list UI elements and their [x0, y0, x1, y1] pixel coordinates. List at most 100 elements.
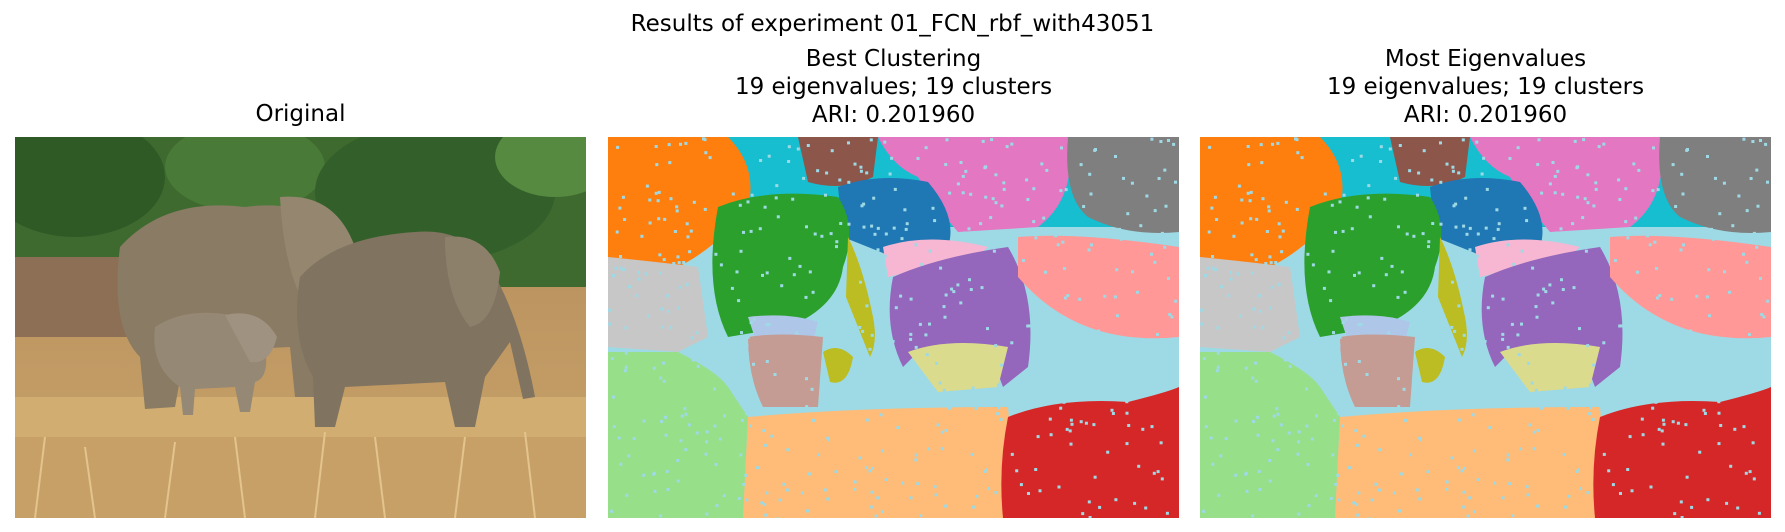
speckle-pixel [1034, 236, 1038, 240]
speckle-pixel [763, 503, 767, 506]
cluster-region-rosy [1340, 334, 1415, 407]
speckle-pixel [1737, 194, 1741, 198]
speckle-pixel [763, 205, 767, 209]
speckle-pixel [1506, 345, 1510, 349]
speckle-pixel [1706, 498, 1710, 502]
speckle-pixel [1032, 187, 1036, 191]
speckle-pixel [879, 413, 883, 417]
speckle-pixel [1267, 205, 1271, 209]
speckle-pixel [1710, 227, 1713, 231]
speckle-pixel [827, 438, 830, 442]
speckle-pixel [1204, 274, 1207, 278]
cluster-region-light-pink [883, 239, 988, 277]
speckle-pixel [881, 295, 884, 298]
speckle-pixel [1453, 329, 1457, 333]
speckle-pixel [1216, 351, 1220, 355]
speckle-pixel [679, 439, 683, 443]
speckle-pixel [806, 509, 809, 513]
speckle-pixel [1106, 450, 1110, 454]
speckle-pixel [652, 472, 656, 476]
speckle-pixel [746, 200, 750, 204]
speckle-pixel [1422, 149, 1426, 153]
speckle-pixel [1116, 393, 1120, 396]
speckle-pixel [1380, 256, 1384, 260]
speckle-pixel [1660, 429, 1664, 433]
speckle-pixel [933, 219, 937, 223]
speckle-pixel [859, 169, 863, 173]
speckle-pixel [647, 314, 651, 318]
speckle-pixel [662, 361, 666, 365]
speckle-pixel [1251, 514, 1255, 518]
speckle-pixel [667, 309, 670, 313]
speckle-pixel [1234, 419, 1238, 423]
speckle-pixel [637, 271, 641, 274]
speckle-pixel [1653, 240, 1657, 244]
speckle-pixel [1069, 442, 1073, 446]
speckle-pixel [767, 154, 771, 158]
speckle-pixel [1645, 401, 1649, 404]
speckle-pixel [1252, 420, 1255, 423]
speckle-pixel [1111, 368, 1114, 372]
speckle-pixel [1255, 217, 1259, 221]
speckle-pixel [1049, 433, 1053, 437]
speckle-pixel [1114, 498, 1118, 502]
speckle-pixel [1377, 488, 1381, 492]
speckle-pixel [796, 147, 800, 151]
speckle-pixel [838, 341, 842, 345]
speckle-pixel [1745, 260, 1749, 264]
speckle-pixel [686, 235, 690, 239]
speckle-pixel [615, 230, 619, 234]
speckle-pixel [749, 229, 753, 233]
speckle-pixel [869, 138, 873, 142]
speckle-pixel [865, 171, 869, 175]
speckle-pixel [1010, 452, 1014, 456]
speckle-pixel [608, 322, 612, 326]
speckle-pixel [1749, 177, 1753, 180]
speckle-pixel [724, 373, 728, 377]
speckle-pixel [679, 142, 682, 146]
speckle-pixel [1759, 276, 1762, 280]
cluster-region-blue [1430, 178, 1543, 257]
speckle-pixel [1685, 475, 1689, 479]
speckle-pixel [1742, 137, 1746, 141]
speckle-pixel [1245, 489, 1249, 493]
speckle-pixel [989, 216, 993, 220]
speckle-pixel [663, 217, 667, 221]
speckle-pixel [738, 203, 742, 207]
speckle-pixel [1150, 252, 1153, 256]
speckle-pixel [740, 418, 744, 422]
speckle-pixel [1403, 290, 1407, 294]
speckle-pixel [653, 489, 657, 493]
speckle-pixel [1155, 333, 1159, 336]
speckle-pixel [1153, 209, 1157, 213]
speckle-pixel [1010, 341, 1014, 345]
speckle-pixel [787, 160, 791, 163]
speckle-pixel [1553, 174, 1557, 178]
speckle-pixel [1637, 168, 1641, 172]
speckle-pixel [1322, 286, 1326, 290]
speckle-pixel [1159, 140, 1163, 143]
speckle-pixel [948, 406, 951, 410]
speckle-pixel [1370, 498, 1374, 502]
speckle-pixel [1076, 229, 1080, 233]
speckle-pixel [963, 234, 967, 237]
speckle-pixel [1501, 297, 1505, 301]
speckle-pixel [1567, 494, 1571, 498]
speckle-pixel [1214, 268, 1218, 272]
speckle-pixel [1594, 187, 1598, 191]
speckle-pixel [1269, 261, 1273, 265]
speckle-pixel [1282, 336, 1286, 340]
speckle-pixel [1005, 145, 1009, 149]
speckle-pixel [861, 329, 865, 333]
speckle-pixel [1088, 172, 1092, 176]
speckle-pixel [1602, 142, 1606, 146]
speckle-pixel [1460, 347, 1464, 351]
speckle-pixel [991, 197, 995, 201]
speckle-pixel [1609, 380, 1613, 384]
speckle-pixel [1384, 273, 1388, 277]
speckle-pixel [1327, 270, 1331, 274]
speckle-pixel [730, 286, 734, 290]
speckle-pixel [667, 143, 671, 147]
speckle-pixel [1336, 473, 1340, 477]
speckle-pixel [1209, 436, 1213, 440]
